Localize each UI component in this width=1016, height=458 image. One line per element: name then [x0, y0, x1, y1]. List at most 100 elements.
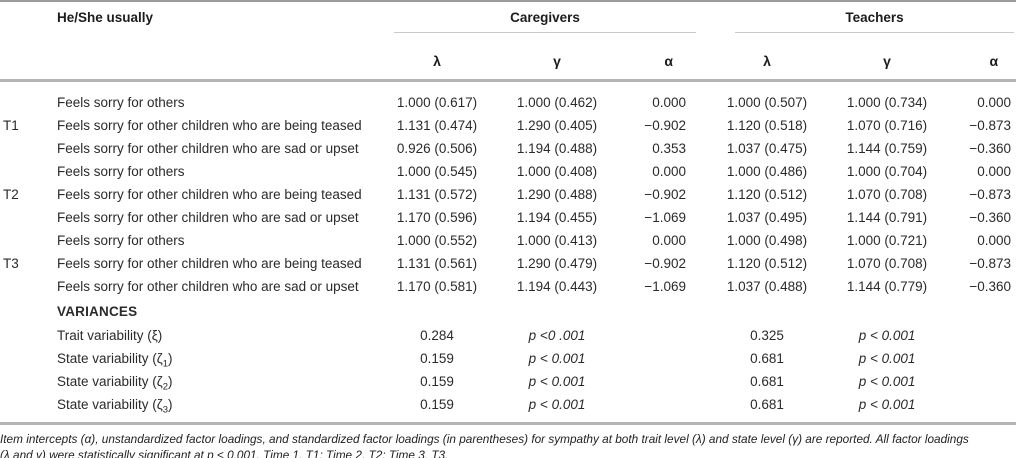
caregivers-group-label: Caregivers [510, 10, 580, 25]
cell-empty [620, 370, 710, 393]
variance-row: State variability (ζ3) 0.159 p < 0.001 0… [0, 393, 1016, 422]
time-label-cell [0, 298, 57, 324]
time-label-cell [0, 370, 57, 393]
variance-label-subscript: 1 [162, 358, 169, 370]
cell-caregivers-gamma: 1.000 (0.413) [516, 233, 598, 248]
item-label: Feels sorry for others [57, 95, 185, 110]
cell-teachers-variance: 0.681 [750, 374, 784, 389]
cell-teachers-alpha: −0.360 [969, 141, 1012, 156]
cell-teachers-alpha: −0.873 [969, 118, 1012, 133]
cell-caregivers-pvalue: p < 0.001 [528, 397, 586, 412]
cell-teachers-pvalue: p < 0.001 [858, 374, 916, 389]
cell-teachers-gamma: 1.070 (0.708) [846, 256, 928, 271]
cell-teachers-gamma: 1.070 (0.716) [846, 118, 928, 133]
cell-caregivers-lambda: 1.000 (0.552) [396, 233, 478, 248]
cell-caregivers-lambda: 1.170 (0.596) [396, 210, 478, 225]
cell-teachers-lambda: 1.037 (0.495) [726, 210, 808, 225]
variance-row: Trait variability (ξ) 0.284 p <0 .001 0.… [0, 324, 1016, 347]
cell-caregivers-gamma: 1.000 (0.408) [516, 164, 598, 179]
time-period-label [0, 160, 57, 183]
cell-teachers-variance: 0.325 [750, 328, 784, 343]
variance-label: Trait variability (ξ) [57, 324, 380, 347]
teachers-group-label: Teachers [845, 10, 904, 25]
table-row: Feels sorry for others 1.000 (0.552) 1.0… [0, 229, 1016, 252]
cell-teachers-gamma: 1.144 (0.759) [846, 141, 928, 156]
table-row: T1 Feels sorry for other children who ar… [0, 114, 1016, 137]
cell-teachers-alpha: 0.000 [977, 233, 1012, 248]
table-row: Feels sorry for other children who are s… [0, 137, 1016, 160]
cell-caregivers-alpha: −1.069 [644, 279, 687, 294]
caregivers-group-underline: Caregivers [394, 2, 697, 33]
cell-teachers-lambda: 1.120 (0.512) [726, 187, 808, 202]
item-label: Feels sorry for other children who are b… [57, 256, 362, 271]
cell-empty [950, 393, 1016, 422]
cell-empty [620, 347, 710, 370]
cell-caregivers-gamma: 1.194 (0.488) [516, 141, 598, 156]
time-label-cell [0, 324, 57, 347]
variance-label: State variability (ζ1) [57, 347, 380, 370]
cell-caregivers-alpha: −0.902 [644, 256, 687, 271]
teachers-gamma-header: γ [883, 53, 891, 69]
caregivers-alpha-header: α [664, 53, 674, 69]
caregivers-gamma-header: γ [553, 53, 561, 69]
cell-teachers-alpha: 0.000 [977, 95, 1012, 110]
item-label: Feels sorry for others [57, 233, 185, 248]
variance-row: State variability (ζ1) 0.159 p < 0.001 0… [0, 347, 1016, 370]
variance-label-text: State variability (ζ [57, 374, 163, 389]
cell-caregivers-pvalue: p <0 .001 [528, 328, 586, 343]
loading-rows-section: Feels sorry for others 1.000 (0.617) 1.0… [0, 81, 1016, 299]
item-label: Feels sorry for other children who are b… [57, 118, 362, 133]
table-row: T3 Feels sorry for other children who ar… [0, 252, 1016, 275]
cell-teachers-variance: 0.681 [750, 351, 784, 366]
cell-caregivers-alpha: 0.000 [652, 164, 687, 179]
cell-teachers-pvalue: p < 0.001 [858, 351, 916, 366]
time-period-label [0, 206, 57, 229]
cell-caregivers-alpha: 0.000 [652, 95, 687, 110]
cell-teachers-gamma: 1.144 (0.791) [846, 210, 928, 225]
variances-section-row: VARIANCES [0, 298, 1016, 324]
teachers-alpha-header: α [989, 53, 999, 69]
cell-teachers-alpha: −0.873 [969, 187, 1012, 202]
cell-caregivers-lambda: 1.131 (0.561) [396, 256, 478, 271]
cell-caregivers-pvalue: p < 0.001 [528, 374, 586, 389]
group-header-teachers: Teachers [710, 1, 1016, 43]
cell-caregivers-variance: 0.159 [420, 351, 454, 366]
cell-teachers-gamma: 1.000 (0.721) [846, 233, 928, 248]
time-period-label: T2 [3, 187, 19, 202]
variance-row: State variability (ζ2) 0.159 p < 0.001 0… [0, 370, 1016, 393]
variance-label-close: ) [168, 351, 173, 366]
cell-caregivers-gamma: 1.194 (0.443) [516, 279, 598, 294]
time-label-cell [0, 347, 57, 370]
cell-caregivers-alpha: −0.902 [644, 187, 687, 202]
item-label: Feels sorry for other children who are s… [57, 279, 359, 294]
table-row: Feels sorry for other children who are s… [0, 206, 1016, 229]
cell-empty [950, 347, 1016, 370]
item-label: Feels sorry for other children who are s… [57, 141, 359, 156]
variance-label: State variability (ζ2) [57, 370, 380, 393]
cell-caregivers-alpha: −1.069 [644, 210, 687, 225]
variances-section-label: VARIANCES [57, 303, 138, 319]
teachers-lambda-header: λ [763, 53, 771, 69]
cell-teachers-lambda: 1.120 (0.512) [726, 256, 808, 271]
cell-teachers-variance: 0.681 [750, 397, 784, 412]
cell-teachers-pvalue: p < 0.001 [858, 397, 916, 412]
cell-caregivers-lambda: 1.170 (0.581) [396, 279, 478, 294]
variance-rows-section: Trait variability (ξ) 0.284 p <0 .001 0.… [0, 324, 1016, 422]
group-header-row: He/She usually Caregivers Teachers [0, 1, 1016, 43]
cell-empty [950, 370, 1016, 393]
cell-caregivers-lambda: 1.000 (0.545) [396, 164, 478, 179]
variance-label-text: State variability (ζ [57, 397, 163, 412]
item-label: Feels sorry for others [57, 164, 185, 179]
cell-caregivers-alpha: −0.902 [644, 118, 687, 133]
cell-teachers-gamma: 1.070 (0.708) [846, 187, 928, 202]
cell-teachers-alpha: −0.360 [969, 279, 1012, 294]
cell-teachers-gamma: 1.000 (0.734) [846, 95, 928, 110]
cell-teachers-gamma: 1.000 (0.704) [846, 164, 928, 179]
cell-teachers-lambda: 1.120 (0.518) [726, 118, 808, 133]
cell-caregivers-variance: 0.284 [420, 328, 454, 343]
footnote-line-2: (λ and γ) were statistically significant… [0, 447, 449, 458]
table-row: Feels sorry for other children who are s… [0, 275, 1016, 298]
cell-caregivers-gamma: 1.194 (0.455) [516, 210, 598, 225]
table-footnote: Item intercepts (α), unstandardized fact… [0, 422, 1016, 458]
